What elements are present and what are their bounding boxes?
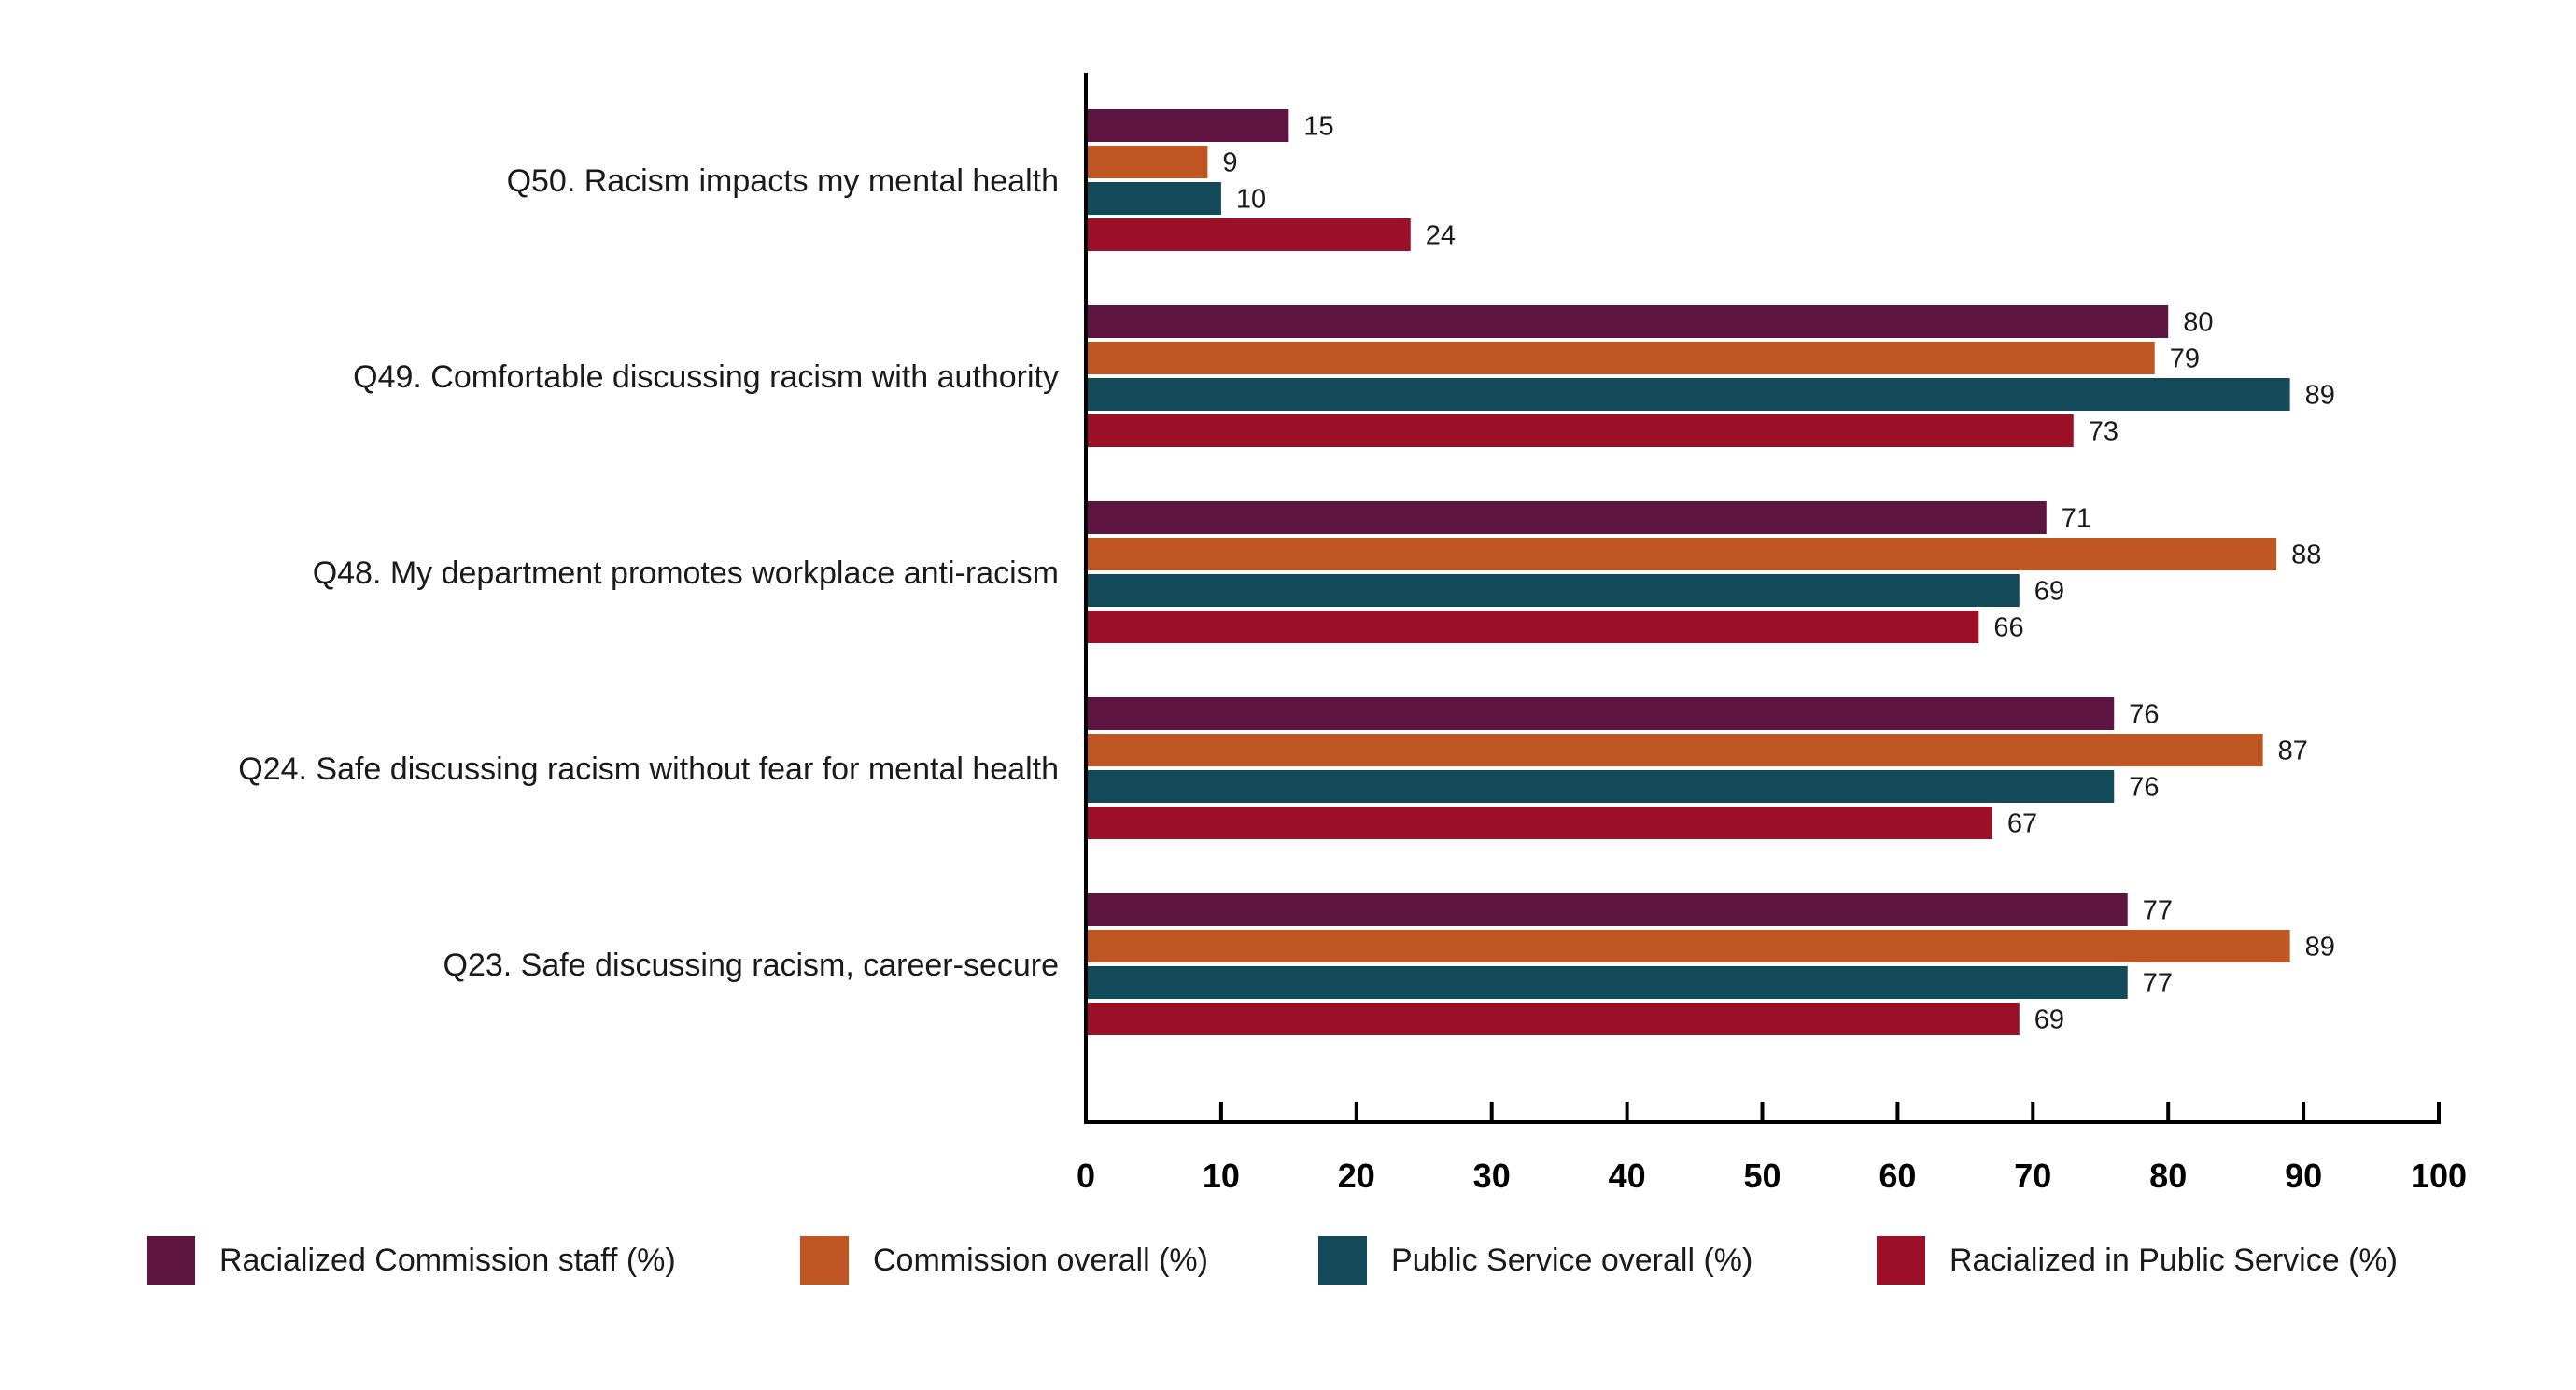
- bar: [1086, 109, 1289, 142]
- bar: [1086, 697, 2115, 730]
- category-label: Q48. My department promotes workplace an…: [313, 555, 1059, 591]
- data-label: 66: [1993, 613, 2023, 643]
- bar-chart: 159102480798973718869667687766777897769 …: [238, 73, 2467, 1195]
- bar: [1086, 611, 1979, 643]
- x-tick-label: 90: [2285, 1157, 2322, 1195]
- bar: [1086, 378, 2290, 411]
- bar: [1086, 1003, 2020, 1035]
- data-label: 88: [2291, 541, 2321, 570]
- bar: [1086, 966, 2128, 999]
- data-label: 10: [1236, 185, 1266, 215]
- bar: [1086, 770, 2115, 803]
- x-tick-label: 80: [2149, 1157, 2187, 1195]
- data-label: 15: [1303, 112, 1333, 142]
- x-tick-label: 10: [1203, 1157, 1240, 1195]
- bar: [1086, 501, 2047, 534]
- bar: [1086, 893, 2128, 926]
- legend-item: Commission overall (%): [800, 1234, 1208, 1286]
- legend-swatch: [1877, 1236, 1925, 1285]
- legend-swatch: [147, 1236, 195, 1285]
- data-label: 76: [2129, 773, 2159, 803]
- bar: [1086, 538, 2277, 570]
- x-axis: 0 10 20 30 40 50 60 70 80 90 100: [1077, 73, 2467, 1195]
- x-tick-label: 50: [1743, 1157, 1781, 1195]
- data-label: 76: [2129, 700, 2159, 730]
- category-labels: Q50. Racism impacts my mental health Q49.…: [238, 163, 1059, 983]
- data-label: 80: [2183, 308, 2213, 338]
- legend-item: Racialized in Public Service (%): [1877, 1234, 2398, 1286]
- legend-swatch: [1318, 1236, 1367, 1285]
- data-label: 77: [2143, 896, 2173, 926]
- bar: [1086, 807, 1992, 839]
- legend-swatch: [800, 1236, 849, 1285]
- data-label: 89: [2305, 933, 2335, 962]
- bar: [1086, 182, 1221, 215]
- data-label: 77: [2143, 969, 2173, 999]
- data-label: 67: [2007, 809, 2037, 839]
- x-tick-label: 0: [1077, 1157, 1095, 1195]
- category-label: Q50. Racism impacts my mental health: [507, 163, 1059, 199]
- category-label: Q24. Safe discussing racism without fear…: [238, 751, 1059, 787]
- bar: [1086, 574, 2020, 607]
- data-label: 79: [2170, 344, 2200, 374]
- legend: Racialized Commission staff (%) Commissio…: [0, 1234, 2576, 1309]
- x-tick-label: 40: [1609, 1157, 1646, 1195]
- bar: [1086, 734, 2263, 766]
- data-label: 73: [2089, 417, 2119, 447]
- data-label: 71: [2062, 504, 2091, 534]
- bar: [1086, 342, 2155, 374]
- data-label: 69: [2034, 1005, 2064, 1035]
- legend-label: Public Service overall (%): [1391, 1242, 1753, 1278]
- legend-label: Commission overall (%): [873, 1242, 1208, 1278]
- bars-group: 15 9 10 24 80 79 89 73 71 88 69 66 76 87 76 67 77 89 77 69: [1086, 109, 2335, 1035]
- data-label: 89: [2305, 381, 2335, 411]
- data-label: 24: [1426, 221, 1456, 251]
- legend-label: Racialized in Public Service (%): [1950, 1242, 2398, 1278]
- legend-item: Public Service overall (%): [1318, 1234, 1753, 1286]
- data-label: 9: [1222, 148, 1237, 178]
- bar: [1086, 146, 1208, 178]
- legend-item: Racialized Commission staff (%): [147, 1234, 676, 1286]
- x-tick-label: 60: [1879, 1157, 1916, 1195]
- legend-label: Racialized Commission staff (%): [219, 1242, 676, 1278]
- category-label: Q23. Safe discussing racism, career-secu…: [443, 948, 1059, 983]
- bar: [1086, 305, 2169, 338]
- data-label: 87: [2278, 737, 2308, 766]
- data-label: 69: [2034, 577, 2064, 607]
- x-tick-label: 100: [2411, 1157, 2467, 1195]
- bar: [1086, 414, 2074, 447]
- bar: [1086, 930, 2290, 962]
- x-tick-label: 30: [1473, 1157, 1511, 1195]
- category-label: Q49. Comfortable discussing racism with …: [353, 359, 1059, 395]
- x-tick-label: 70: [2014, 1157, 2051, 1195]
- x-tick-label: 20: [1338, 1157, 1375, 1195]
- bar: [1086, 218, 1411, 251]
